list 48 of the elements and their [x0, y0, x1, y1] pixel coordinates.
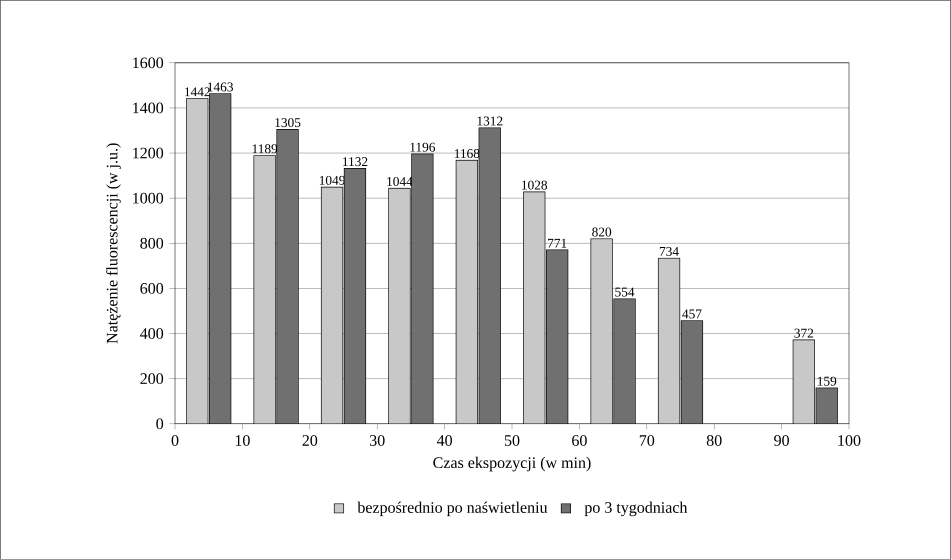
x-axis-title: Czas ekspozycji (w min)	[433, 456, 591, 472]
x-tick-label: 30	[370, 435, 385, 446]
data-label: 1305	[275, 118, 300, 128]
bar	[478, 128, 501, 424]
data-label: 1189	[252, 144, 278, 154]
data-label: 820	[592, 228, 612, 237]
bar	[613, 298, 636, 424]
legend-label: po 3 tygodniach	[584, 502, 688, 516]
bar	[276, 129, 299, 424]
legend-label: bezpośrednio po naświetleniu	[357, 502, 548, 516]
x-tick-label: 40	[436, 435, 452, 446]
bar	[680, 320, 704, 424]
data-label: 1196	[410, 142, 436, 152]
x-tick-label: 50	[504, 435, 520, 446]
y-tick-label: 1600	[133, 58, 164, 68]
data-label: 372	[794, 328, 814, 338]
x-tick-label: 90	[774, 435, 789, 446]
data-label: 1132	[343, 157, 368, 166]
x-tick-label: 10	[236, 435, 250, 446]
y-tick-label: 800	[140, 238, 164, 249]
bar	[816, 388, 838, 424]
bar	[344, 168, 366, 424]
y-tick-label: 400	[140, 328, 164, 340]
bar	[209, 93, 232, 424]
data-label: 771	[548, 238, 566, 248]
data-label: 554	[615, 288, 634, 297]
bar	[411, 154, 434, 424]
y-tick-label: 1000	[133, 192, 164, 204]
x-tick-label: 20	[302, 435, 318, 446]
x-tick-label: 100	[838, 435, 860, 446]
y-tick-label: 1200	[133, 148, 164, 159]
data-label: 457	[682, 310, 702, 319]
y-tick-label: 1400	[133, 102, 164, 114]
data-label: 159	[818, 376, 836, 386]
data-label: 1463	[208, 82, 233, 92]
data-label: 1312	[478, 116, 502, 126]
y-axis-title: Natężenie fluorescencji (w j.u.)	[106, 143, 121, 344]
bar	[546, 250, 568, 424]
data-label: 1028	[522, 180, 548, 190]
data-label: 734	[660, 247, 679, 256]
x-tick-label: 80	[706, 435, 722, 446]
y-tick-label: 200	[140, 373, 164, 384]
x-tick-label: 70	[640, 435, 654, 446]
data-label: 1442	[185, 87, 210, 96]
x-tick-label: 0	[172, 435, 178, 446]
y-tick-label: 600	[140, 283, 164, 294]
x-tick-label: 60	[572, 435, 587, 446]
y-tick-label: 0	[156, 418, 164, 430]
